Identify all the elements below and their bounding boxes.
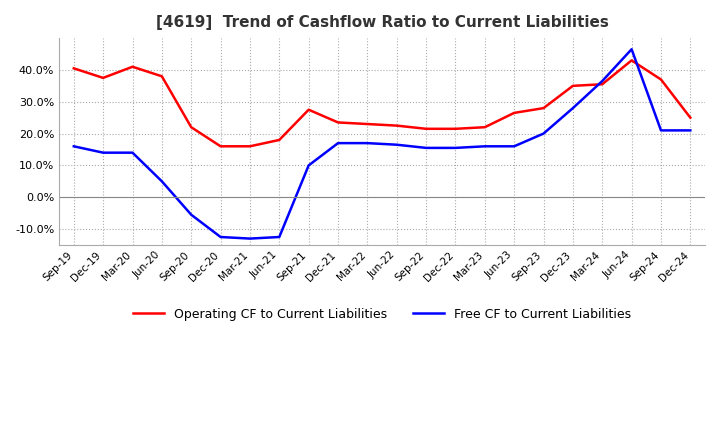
Operating CF to Current Liabilities: [392, 123, 401, 128]
Operating CF to Current Liabilities: [158, 73, 166, 79]
Free CF to Current Liabilities: [363, 140, 372, 146]
Operating CF to Current Liabilities: [510, 110, 518, 116]
Free CF to Current Liabilities: [305, 163, 313, 168]
Operating CF to Current Liabilities: [246, 144, 254, 149]
Free CF to Current Liabilities: [686, 128, 695, 133]
Free CF to Current Liabilities: [158, 179, 166, 184]
Free CF to Current Liabilities: [128, 150, 137, 155]
Free CF to Current Liabilities: [392, 142, 401, 147]
Operating CF to Current Liabilities: [480, 125, 489, 130]
Operating CF to Current Liabilities: [99, 75, 107, 81]
Free CF to Current Liabilities: [69, 144, 78, 149]
Free CF to Current Liabilities: [99, 150, 107, 155]
Free CF to Current Liabilities: [569, 106, 577, 111]
Operating CF to Current Liabilities: [187, 125, 196, 130]
Free CF to Current Liabilities: [333, 140, 342, 146]
Free CF to Current Liabilities: [422, 145, 431, 150]
Operating CF to Current Liabilities: [451, 126, 460, 132]
Operating CF to Current Liabilities: [128, 64, 137, 70]
Operating CF to Current Liabilities: [539, 106, 548, 111]
Operating CF to Current Liabilities: [598, 81, 606, 87]
Free CF to Current Liabilities: [598, 78, 606, 84]
Free CF to Current Liabilities: [657, 128, 665, 133]
Operating CF to Current Liabilities: [686, 115, 695, 120]
Operating CF to Current Liabilities: [657, 77, 665, 82]
Line: Operating CF to Current Liabilities: Operating CF to Current Liabilities: [73, 60, 690, 147]
Title: [4619]  Trend of Cashflow Ratio to Current Liabilities: [4619] Trend of Cashflow Ratio to Curren…: [156, 15, 608, 30]
Free CF to Current Liabilities: [510, 144, 518, 149]
Operating CF to Current Liabilities: [627, 58, 636, 63]
Operating CF to Current Liabilities: [422, 126, 431, 132]
Free CF to Current Liabilities: [451, 145, 460, 150]
Operating CF to Current Liabilities: [69, 66, 78, 71]
Operating CF to Current Liabilities: [333, 120, 342, 125]
Operating CF to Current Liabilities: [363, 121, 372, 127]
Operating CF to Current Liabilities: [569, 83, 577, 88]
Operating CF to Current Liabilities: [275, 137, 284, 143]
Free CF to Current Liabilities: [627, 47, 636, 52]
Free CF to Current Liabilities: [480, 144, 489, 149]
Line: Free CF to Current Liabilities: Free CF to Current Liabilities: [73, 49, 690, 238]
Free CF to Current Liabilities: [539, 131, 548, 136]
Free CF to Current Liabilities: [275, 235, 284, 240]
Operating CF to Current Liabilities: [305, 107, 313, 112]
Free CF to Current Liabilities: [187, 212, 196, 217]
Free CF to Current Liabilities: [246, 236, 254, 241]
Legend: Operating CF to Current Liabilities, Free CF to Current Liabilities: Operating CF to Current Liabilities, Fre…: [128, 303, 636, 326]
Free CF to Current Liabilities: [216, 235, 225, 240]
Operating CF to Current Liabilities: [216, 144, 225, 149]
